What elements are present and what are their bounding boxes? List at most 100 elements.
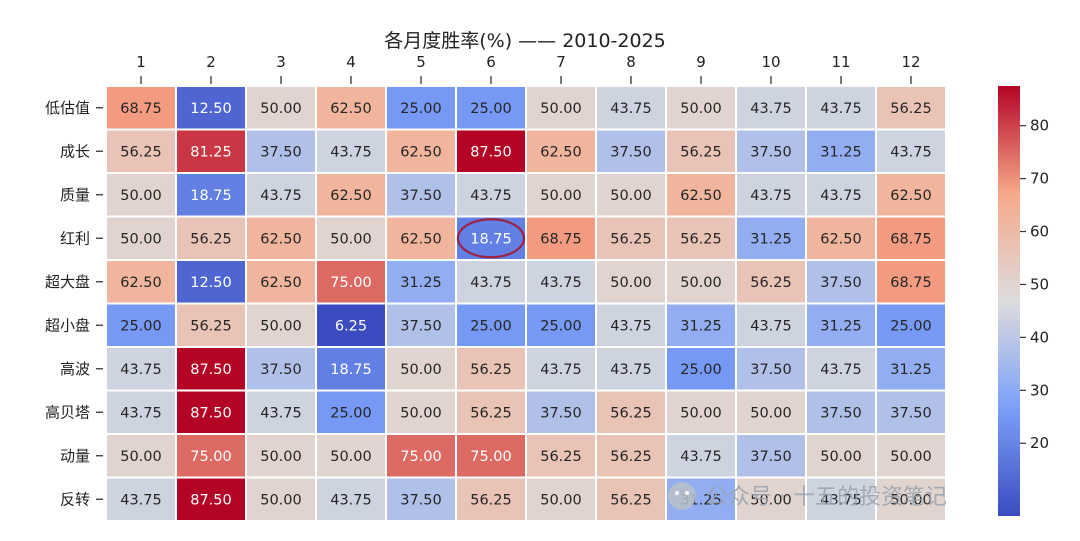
cell-value-label: 75.00 <box>400 449 442 465</box>
cell-value-label: 6.25 <box>335 318 367 334</box>
heatmap-cell <box>597 174 665 216</box>
x-tick-label: 9 <box>696 53 706 71</box>
cell-value-label: 25.00 <box>540 318 582 334</box>
heatmap-cell <box>177 174 245 216</box>
colorbar-tick-label: 50 <box>1030 275 1049 293</box>
cell-value-label: 31.25 <box>820 318 862 334</box>
cell-value-label: 87.50 <box>190 405 232 421</box>
cell-value-label: 50.00 <box>680 405 722 421</box>
heatmap-cell <box>177 391 245 433</box>
heatmap-cell <box>667 304 735 346</box>
heatmap-cell <box>877 348 945 390</box>
cell-value-label: 56.25 <box>190 231 232 247</box>
heatmap-cell <box>387 478 455 520</box>
cell-value-label: 31.25 <box>400 275 442 291</box>
cell-value-label: 56.25 <box>680 144 722 160</box>
cell-value-label: 68.75 <box>890 231 932 247</box>
cell-value-label: 43.75 <box>890 144 932 160</box>
cell-value-label: 43.75 <box>120 405 162 421</box>
heatmap-value-labels: 68.75 12.50 50.00 62.50 25.00 25.00 50.00 43.75… <box>120 101 932 509</box>
heatmap-cell <box>247 217 315 259</box>
heatmap-cell <box>807 391 875 433</box>
heatmap-cell <box>247 478 315 520</box>
cell-value-label: 56.25 <box>470 362 512 378</box>
heatmap-cell <box>597 478 665 520</box>
heatmap-cell <box>737 217 805 259</box>
cell-value-label: 12.50 <box>190 275 232 291</box>
heatmap-cell <box>877 478 945 520</box>
y-tick-label: 超大盘 <box>45 273 90 291</box>
heatmap-cell <box>317 478 385 520</box>
cell-value-label: 62.50 <box>680 188 722 204</box>
cell-value-label: 56.25 <box>610 405 652 421</box>
cell-value-label: 37.50 <box>820 405 862 421</box>
heatmap-cell <box>457 435 525 477</box>
cell-value-label: 37.50 <box>400 188 442 204</box>
heatmap-cell <box>457 174 525 216</box>
cell-value-label: 56.25 <box>610 492 652 508</box>
heatmap-cell <box>527 435 595 477</box>
cell-value-label: 56.25 <box>680 231 722 247</box>
cell-value-label: 50.00 <box>540 492 582 508</box>
cell-value-label: 56.25 <box>890 101 932 117</box>
cell-value-label: 62.50 <box>260 275 302 291</box>
heatmap-cell <box>527 478 595 520</box>
heatmap-cell <box>877 435 945 477</box>
cell-value-label: 25.00 <box>470 318 512 334</box>
heatmap-cell <box>527 87 595 129</box>
cell-value-label: 81.25 <box>190 144 232 160</box>
cell-value-label: 31.25 <box>820 144 862 160</box>
heatmap-cell <box>317 261 385 303</box>
heatmap-cell <box>317 348 385 390</box>
cell-value-label: 37.50 <box>400 492 442 508</box>
heatmap-cell <box>667 87 735 129</box>
cell-value-label: 18.75 <box>330 362 372 378</box>
heatmap-cell <box>107 304 175 346</box>
heatmap-cell <box>807 130 875 172</box>
cell-value-label: 37.50 <box>540 405 582 421</box>
cell-value-label: 37.50 <box>400 318 442 334</box>
heatmap-cell <box>107 435 175 477</box>
watermark-text: 公众号 · 十五的投资笔记 <box>706 485 947 510</box>
heatmap-cell <box>667 435 735 477</box>
cell-value-label: 25.00 <box>120 318 162 334</box>
heatmap-cell <box>247 130 315 172</box>
heatmap-cell <box>807 304 875 346</box>
heatmap-cell <box>107 217 175 259</box>
colorbar-gradient <box>998 86 1020 516</box>
heatmap-cell <box>107 261 175 303</box>
heatmap-cell <box>807 435 875 477</box>
heatmap-cell <box>737 304 805 346</box>
heatmap-cell <box>457 130 525 172</box>
x-axis: 1 2 3 4 5 6 7 8 9 10 11 12 <box>136 53 921 84</box>
cell-value-label: 43.75 <box>330 144 372 160</box>
heatmap-cell <box>527 348 595 390</box>
heatmap-cells <box>107 87 945 520</box>
x-tick-label: 8 <box>626 53 636 71</box>
heatmap-cell <box>807 217 875 259</box>
cell-value-label: 37.50 <box>750 449 792 465</box>
colorbar-tick-label: 80 <box>1030 117 1049 135</box>
heatmap-cell <box>247 261 315 303</box>
heatmap-cell <box>177 130 245 172</box>
cell-value-label: 31.25 <box>680 318 722 334</box>
heatmap-cell <box>877 304 945 346</box>
cell-value-label: 43.75 <box>120 362 162 378</box>
x-tick-label: 6 <box>486 53 496 71</box>
cell-value-label: 37.50 <box>820 275 862 291</box>
heatmap-cell <box>247 174 315 216</box>
cell-value-label: 56.25 <box>470 492 512 508</box>
cell-value-label: 50.00 <box>750 405 792 421</box>
colorbar: 20 30 40 50 60 70 80 <box>998 86 1049 516</box>
heatmap-cell <box>737 174 805 216</box>
heatmap-cell <box>317 130 385 172</box>
heatmap-cell <box>387 87 455 129</box>
y-tick-label: 反转 <box>60 490 90 508</box>
cell-value-label: 50.00 <box>610 188 652 204</box>
y-tick-label: 高波 <box>60 360 90 378</box>
heatmap-cell <box>387 348 455 390</box>
cell-value-label: 25.00 <box>680 362 722 378</box>
cell-value-label: 50.00 <box>750 492 792 508</box>
cell-value-label: 43.75 <box>260 188 302 204</box>
